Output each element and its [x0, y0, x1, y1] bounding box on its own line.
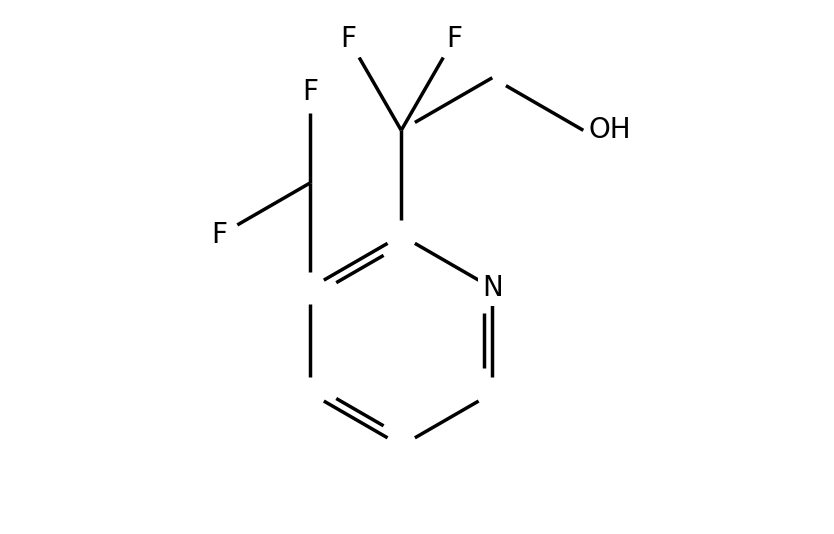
Text: OH: OH [589, 116, 631, 144]
Text: F: F [446, 25, 462, 53]
Text: N: N [482, 274, 503, 302]
Text: F: F [211, 222, 227, 249]
Text: F: F [340, 25, 357, 53]
Text: F: F [302, 78, 319, 106]
